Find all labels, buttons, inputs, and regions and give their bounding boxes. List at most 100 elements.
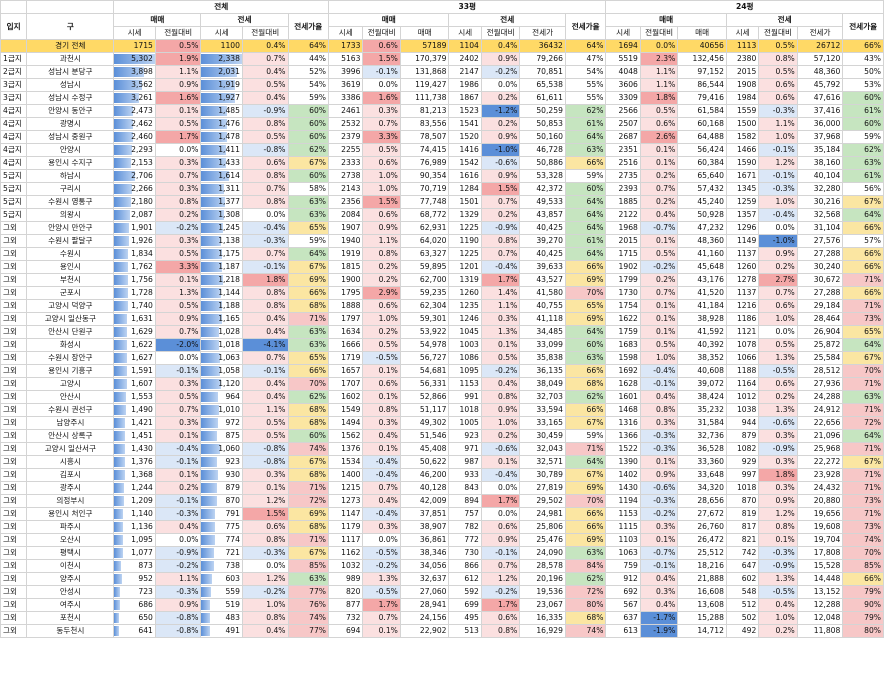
cell-ipji: 그외 [0, 611, 28, 625]
cell-value: 46,200 [399, 468, 450, 482]
cell-value: 3386 [328, 91, 364, 105]
cell-value: 0.8% [241, 611, 289, 625]
cell-value: 1225 [448, 247, 482, 261]
cell-value: 0.1% [758, 533, 798, 547]
value-text: 1,245 [218, 223, 240, 232]
value-bar [201, 197, 226, 207]
leaf-header-change: 전월대비 [241, 26, 289, 40]
cell-value: 650 [113, 611, 156, 625]
cell-value: 0.4% [241, 377, 289, 391]
value-bar [114, 145, 132, 155]
cell-value: 875 [200, 429, 243, 443]
cell-value: 1103 [605, 533, 641, 547]
cell-value: 933 [448, 468, 482, 482]
table-row: 그외 안산시 단원구 1,629 0.7% 1,028 0.4% 63% 1634 0.2% 53… [0, 325, 884, 339]
cell-gu: 안산시 [26, 390, 115, 404]
value-bar [114, 509, 124, 519]
cell-value: 1018 [448, 403, 482, 417]
cell-value: 70,851 [519, 65, 566, 79]
cell-value: 0.1% [362, 390, 401, 404]
value-bar [114, 301, 128, 311]
cell-gu: 고양시 일산서구 [26, 442, 115, 456]
cell-value: 1366 [605, 429, 641, 443]
cell-value: 32,280 [796, 182, 844, 196]
cell-gu: 광명시 [26, 117, 115, 131]
cell-gu: 수원시 영통구 [26, 195, 115, 209]
table-row: 그외 김포시 1,368 0.1% 930 0.3% 68% 1400 -0.4% 46,200 9… [0, 468, 884, 482]
value-bar [114, 470, 125, 480]
cell-ipji: 5급지 [0, 182, 28, 196]
value-text: 2,338 [218, 54, 240, 63]
cell-value: 34,485 [519, 325, 566, 339]
cell-value: 77% [287, 624, 330, 638]
cell-value: 0.9% [758, 247, 798, 261]
cell-value: 603 [200, 572, 243, 586]
cell-value: 1,368 [113, 468, 156, 482]
cell-value: 63% [564, 546, 607, 560]
value-bar [114, 626, 120, 636]
cell-ipji: 그외 [0, 559, 28, 573]
cell-value: 1,187 [200, 260, 243, 274]
cell-value: 17,808 [796, 546, 844, 560]
cell-value: 612 [448, 572, 482, 586]
leaf-header-price: 시세 [200, 26, 243, 40]
cell-value: 54,978 [399, 338, 450, 352]
cell-value: 602 [725, 572, 760, 586]
cell-value: 512 [725, 598, 760, 612]
cell-value: 0.8% [362, 247, 401, 261]
cell-value: 1,919 [200, 78, 243, 92]
cell-value: 66% [842, 572, 884, 586]
cell-value: 63% [287, 195, 330, 209]
cell-value: 0.7% [154, 169, 202, 183]
value-text: 870 [225, 496, 240, 505]
cell-value: 0.1% [639, 312, 679, 326]
cell-value: 73% [842, 520, 884, 534]
cell-value: 0.3% [758, 455, 798, 469]
cell-value: 0.2% [758, 260, 798, 274]
cell-gu: 성남시 중원구 [26, 130, 115, 144]
cell-value: -0.2% [362, 559, 401, 573]
table-row: 그외 화성시 1,622 -2.0% 1,018 -4.1% 63% 1666 0.5% 54,9… [0, 338, 884, 352]
cell-gu: 하남시 [26, 169, 115, 183]
value-bar [201, 54, 242, 64]
cell-value: 12,288 [796, 598, 844, 612]
value-text: 1,368 [131, 470, 153, 479]
cell-value: 13,608 [677, 598, 727, 612]
cell-ipji: 그외 [0, 338, 28, 352]
cell-value: 16,335 [519, 611, 566, 625]
cell-value: -0.2% [639, 507, 679, 521]
cell-value: 1115 [605, 520, 641, 534]
cell-value: 64% [842, 429, 884, 443]
value-text: 2,473 [131, 106, 153, 115]
cell-value: 1179 [328, 520, 364, 534]
value-bar [114, 80, 142, 90]
cell-value: 0.4% [480, 39, 521, 53]
cell-value: 0.1% [639, 455, 679, 469]
cell-value: 25,872 [796, 338, 844, 352]
value-text: 1,376 [131, 457, 153, 466]
cell-value: 1,762 [113, 260, 156, 274]
cell-value: 0.8% [362, 403, 401, 417]
table-row: 그외 오산시 1,095 0.0% 774 0.8% 71% 1117 0.0% 36,861 77… [0, 533, 884, 547]
cell-value: 1501 [448, 195, 482, 209]
cell-value: 759 [605, 559, 641, 573]
cell-value: 2566 [605, 104, 641, 118]
cell-value: 0.2% [639, 195, 679, 209]
cell-value: 0.6% [241, 156, 289, 170]
value-bar [114, 366, 127, 376]
cell-value: 0.2% [480, 429, 521, 443]
value-bar [114, 54, 155, 64]
cell-value: 1,476 [200, 117, 243, 131]
cell-value: 2461 [328, 104, 364, 118]
cell-value: 28,656 [677, 494, 727, 508]
value-text: 1,490 [131, 405, 153, 414]
cell-value: 0.5% [362, 338, 401, 352]
cell-value: 1.0% [758, 312, 798, 326]
value-text: 930 [225, 470, 240, 479]
cell-value: 19,656 [796, 507, 844, 521]
value-text: 2,266 [131, 184, 153, 193]
value-text: 879 [225, 483, 240, 492]
cell-value: 1,209 [113, 494, 156, 508]
value-text: 1,010 [218, 405, 240, 414]
value-bar [114, 431, 126, 441]
